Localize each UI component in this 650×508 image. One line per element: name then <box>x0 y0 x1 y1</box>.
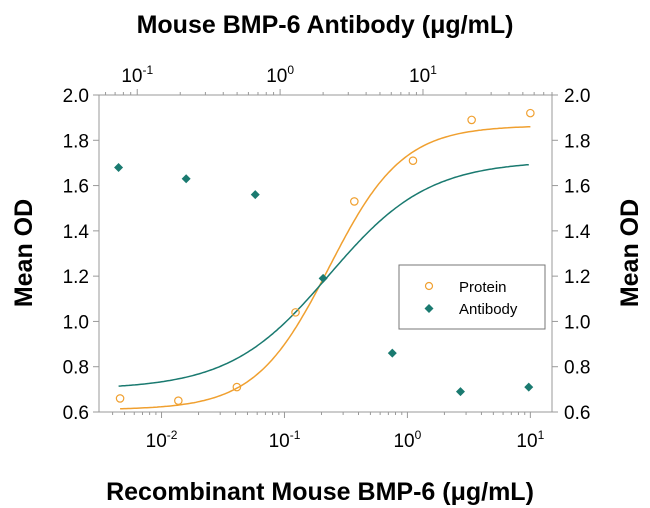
y-tick-label-right: 0.8 <box>564 358 590 379</box>
x-tick-label-bottom-exponent: -2 <box>167 428 178 442</box>
x-tick-label-bottom: 10-1 <box>269 428 301 452</box>
x-tick-label-top-base: 10 <box>266 66 287 87</box>
x-tick-label-bottom: 101 <box>516 428 544 452</box>
x-tick-label-top-base: 10 <box>121 66 142 87</box>
x-tick-label-bottom-exponent: 0 <box>415 428 422 442</box>
data-point-antibody <box>455 387 465 397</box>
y-tick-label-right: 0.6 <box>564 403 590 424</box>
y-tick-label-right: 1.0 <box>564 312 590 333</box>
x-tick-label-top-exponent: 1 <box>430 63 437 77</box>
legend-label-protein: Protein <box>459 279 507 296</box>
legend-box <box>398 264 546 330</box>
x-tick-label-top: 101 <box>409 63 437 87</box>
x-tick-label-top: 10-1 <box>121 63 153 87</box>
y-tick-label-right: 1.2 <box>564 267 590 288</box>
legend: Protein Antibody <box>398 264 546 330</box>
data-point-protein <box>526 108 535 118</box>
x-tick-label-bottom-base: 10 <box>393 431 414 452</box>
y-tick-label-right: 1.4 <box>564 222 591 243</box>
y-tick-label-left: 0.8 <box>63 358 89 379</box>
y-tick-label-right: 2.0 <box>564 86 590 107</box>
legend-marker-protein <box>424 281 434 291</box>
y-tick-label-left: 1.6 <box>63 177 89 198</box>
plot-frame <box>98 94 553 413</box>
x-tick-label-bottom: 100 <box>393 428 421 452</box>
data-point-protein <box>232 382 242 392</box>
data-point-protein <box>291 308 300 317</box>
data-point-antibody <box>387 348 397 358</box>
data-point-antibody <box>181 174 191 184</box>
fit-curve-protein <box>120 126 531 410</box>
legend-marker-antibody <box>424 304 434 313</box>
x-tick-label-top-exponent: 0 <box>287 63 294 77</box>
y-tick-label-left: 2.0 <box>63 86 89 107</box>
y-tick-label-left: 1.0 <box>63 312 89 333</box>
x-tick-label-top: 100 <box>266 63 294 87</box>
data-point-antibody <box>318 273 328 283</box>
y-tick-label-left: 1.4 <box>63 222 90 243</box>
data-point-antibody <box>250 190 260 200</box>
x-tick-label-bottom-base: 10 <box>146 431 167 452</box>
x-tick-label-bottom-base: 10 <box>269 431 290 452</box>
chart-title: Mouse BMP-6 Antibody (μg/mL) <box>137 11 514 39</box>
x-tick-label-bottom: 10-2 <box>146 428 178 452</box>
x-tick-label-bottom-base: 10 <box>516 431 537 452</box>
x-axis-label: Recombinant Mouse BMP-6 (μg/mL) <box>106 478 534 506</box>
data-point-protein <box>408 156 418 165</box>
data-point-antibody <box>114 162 124 172</box>
data-point-protein <box>467 115 476 125</box>
x-tick-label-top-base: 10 <box>409 66 430 87</box>
x-tick-label-bottom-exponent: -1 <box>290 428 301 442</box>
y-axis-label-right: Mean OD <box>616 199 644 307</box>
y-axis-label-left: Mean OD <box>10 199 38 307</box>
y-tick-label-right: 1.6 <box>564 177 590 198</box>
data-point-protein <box>174 396 183 405</box>
y-tick-label-left: 1.8 <box>63 131 89 152</box>
legend-label-antibody: Antibody <box>459 301 518 318</box>
data-point-protein <box>115 394 125 403</box>
x-tick-label-bottom-exponent: 1 <box>538 428 545 442</box>
y-tick-label-left: 0.6 <box>63 403 89 424</box>
y-tick-label-right: 1.8 <box>564 131 590 152</box>
x-tick-label-top-exponent: -1 <box>142 63 153 77</box>
data-point-protein <box>350 197 359 206</box>
y-tick-label-left: 1.2 <box>63 267 89 288</box>
data-point-antibody <box>524 382 534 392</box>
